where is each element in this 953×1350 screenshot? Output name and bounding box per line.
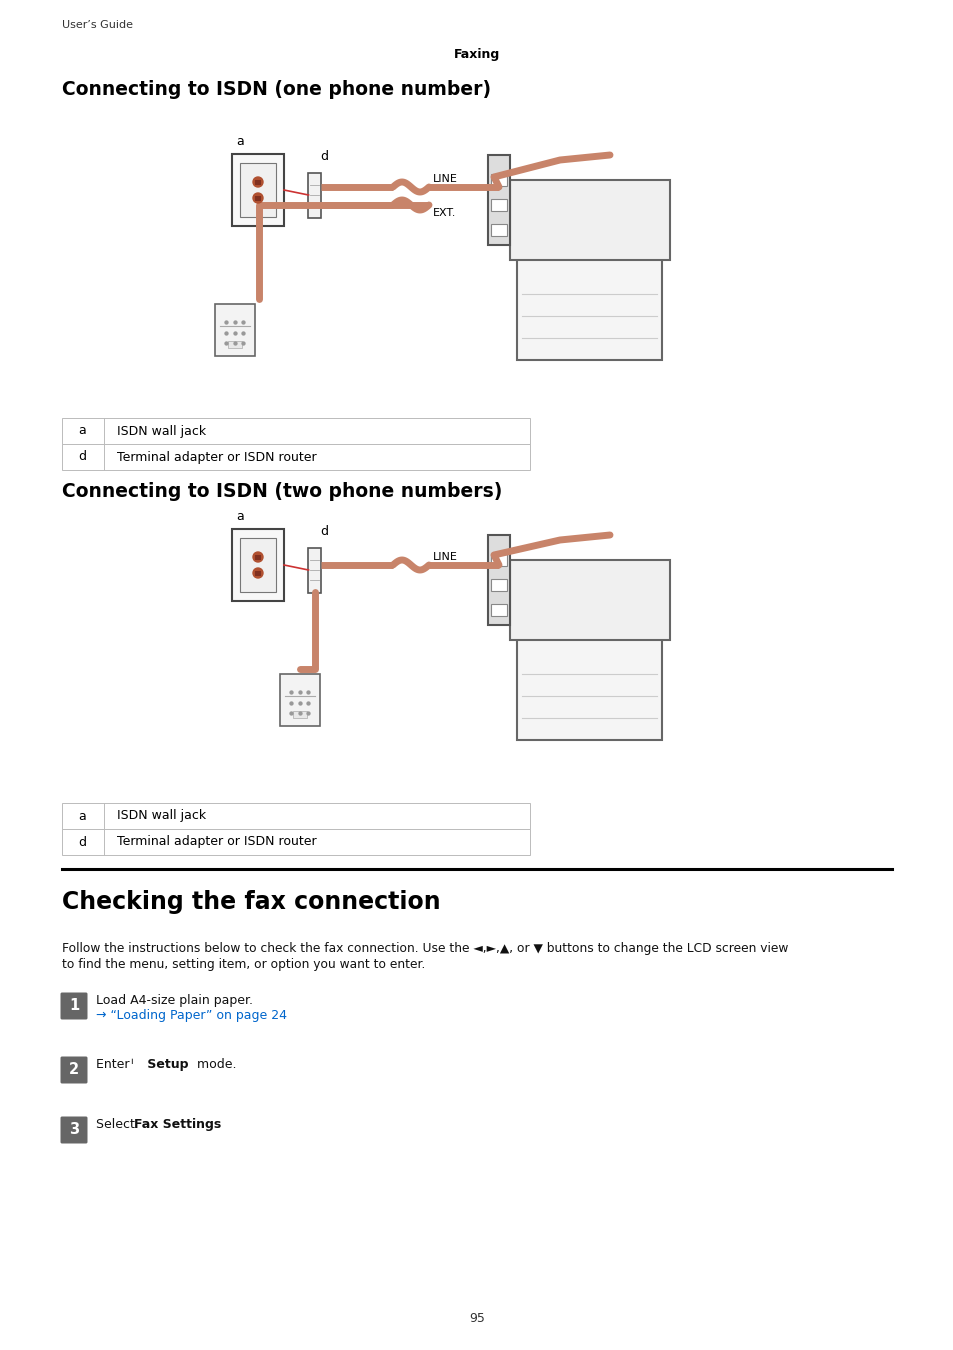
Bar — [510, 180, 669, 261]
Bar — [62, 829, 530, 855]
Text: Terminal adapter or ISDN router: Terminal adapter or ISDN router — [117, 836, 316, 849]
Bar — [254, 180, 261, 185]
Text: a: a — [78, 810, 86, 822]
Circle shape — [253, 568, 263, 578]
Bar — [517, 250, 661, 360]
Text: mode.: mode. — [193, 1058, 236, 1071]
Text: a: a — [236, 135, 244, 148]
Bar — [239, 539, 276, 593]
Bar — [488, 535, 510, 625]
Bar — [308, 548, 321, 593]
Bar — [491, 554, 506, 566]
Text: ISDN wall jack: ISDN wall jack — [117, 424, 206, 437]
Text: Checking the fax connection: Checking the fax connection — [62, 890, 440, 914]
Circle shape — [253, 552, 263, 562]
Text: d: d — [78, 451, 86, 463]
Text: Load A4-size plain paper.: Load A4-size plain paper. — [96, 994, 253, 1007]
Bar — [491, 224, 506, 236]
Text: Follow the instructions below to check the fax connection. Use the ◄,►,▲, or ▼ b: Follow the instructions below to check t… — [62, 942, 787, 954]
Text: LINE: LINE — [433, 174, 457, 184]
Text: d: d — [78, 836, 86, 849]
Text: ISDN wall jack: ISDN wall jack — [117, 810, 206, 822]
Text: Select: Select — [96, 1118, 139, 1131]
FancyBboxPatch shape — [60, 1116, 88, 1143]
Text: Connecting to ISDN (two phone numbers): Connecting to ISDN (two phone numbers) — [62, 482, 502, 501]
Text: d: d — [319, 150, 328, 163]
Circle shape — [253, 177, 263, 188]
Bar — [254, 571, 261, 575]
Text: to find the menu, setting item, or option you want to enter.: to find the menu, setting item, or optio… — [62, 958, 425, 971]
Bar — [279, 674, 320, 726]
Bar — [491, 579, 506, 591]
Bar — [254, 196, 261, 201]
Bar — [491, 174, 506, 186]
Bar — [254, 555, 261, 559]
Bar — [491, 198, 506, 211]
Bar — [488, 155, 510, 244]
Text: User’s Guide: User’s Guide — [62, 20, 132, 30]
Text: a: a — [236, 510, 244, 522]
Text: 95: 95 — [469, 1311, 484, 1324]
Bar — [510, 560, 669, 640]
Bar — [517, 630, 661, 740]
Text: Terminal adapter or ISDN router: Terminal adapter or ISDN router — [117, 451, 316, 463]
Text: 1: 1 — [69, 999, 79, 1014]
Text: Enter: Enter — [96, 1058, 133, 1071]
FancyBboxPatch shape — [60, 992, 88, 1019]
FancyBboxPatch shape — [60, 1057, 88, 1084]
Text: Setup: Setup — [143, 1058, 189, 1071]
Text: a: a — [78, 424, 86, 437]
Bar — [62, 444, 530, 470]
Text: .: . — [207, 1118, 211, 1131]
Circle shape — [253, 193, 263, 202]
Text: 3: 3 — [69, 1122, 79, 1138]
Text: ᑊ: ᑊ — [130, 1058, 132, 1071]
Text: Faxing: Faxing — [454, 49, 499, 61]
Text: → “Loading Paper” on page 24: → “Loading Paper” on page 24 — [96, 1008, 287, 1022]
Bar — [293, 711, 307, 718]
Text: 2: 2 — [69, 1062, 79, 1077]
Text: Connecting to ISDN (one phone number): Connecting to ISDN (one phone number) — [62, 80, 491, 99]
Text: LINE: LINE — [433, 552, 457, 562]
Text: Fax Settings: Fax Settings — [133, 1118, 221, 1131]
Bar — [308, 173, 321, 217]
Bar — [228, 342, 241, 348]
Text: EXT.: EXT. — [433, 208, 456, 217]
Bar — [239, 163, 276, 217]
Bar — [62, 803, 530, 829]
Bar — [491, 603, 506, 616]
Bar — [62, 418, 530, 444]
Bar — [232, 154, 284, 225]
Text: d: d — [319, 525, 328, 539]
Bar — [232, 529, 284, 601]
Bar — [214, 304, 255, 356]
